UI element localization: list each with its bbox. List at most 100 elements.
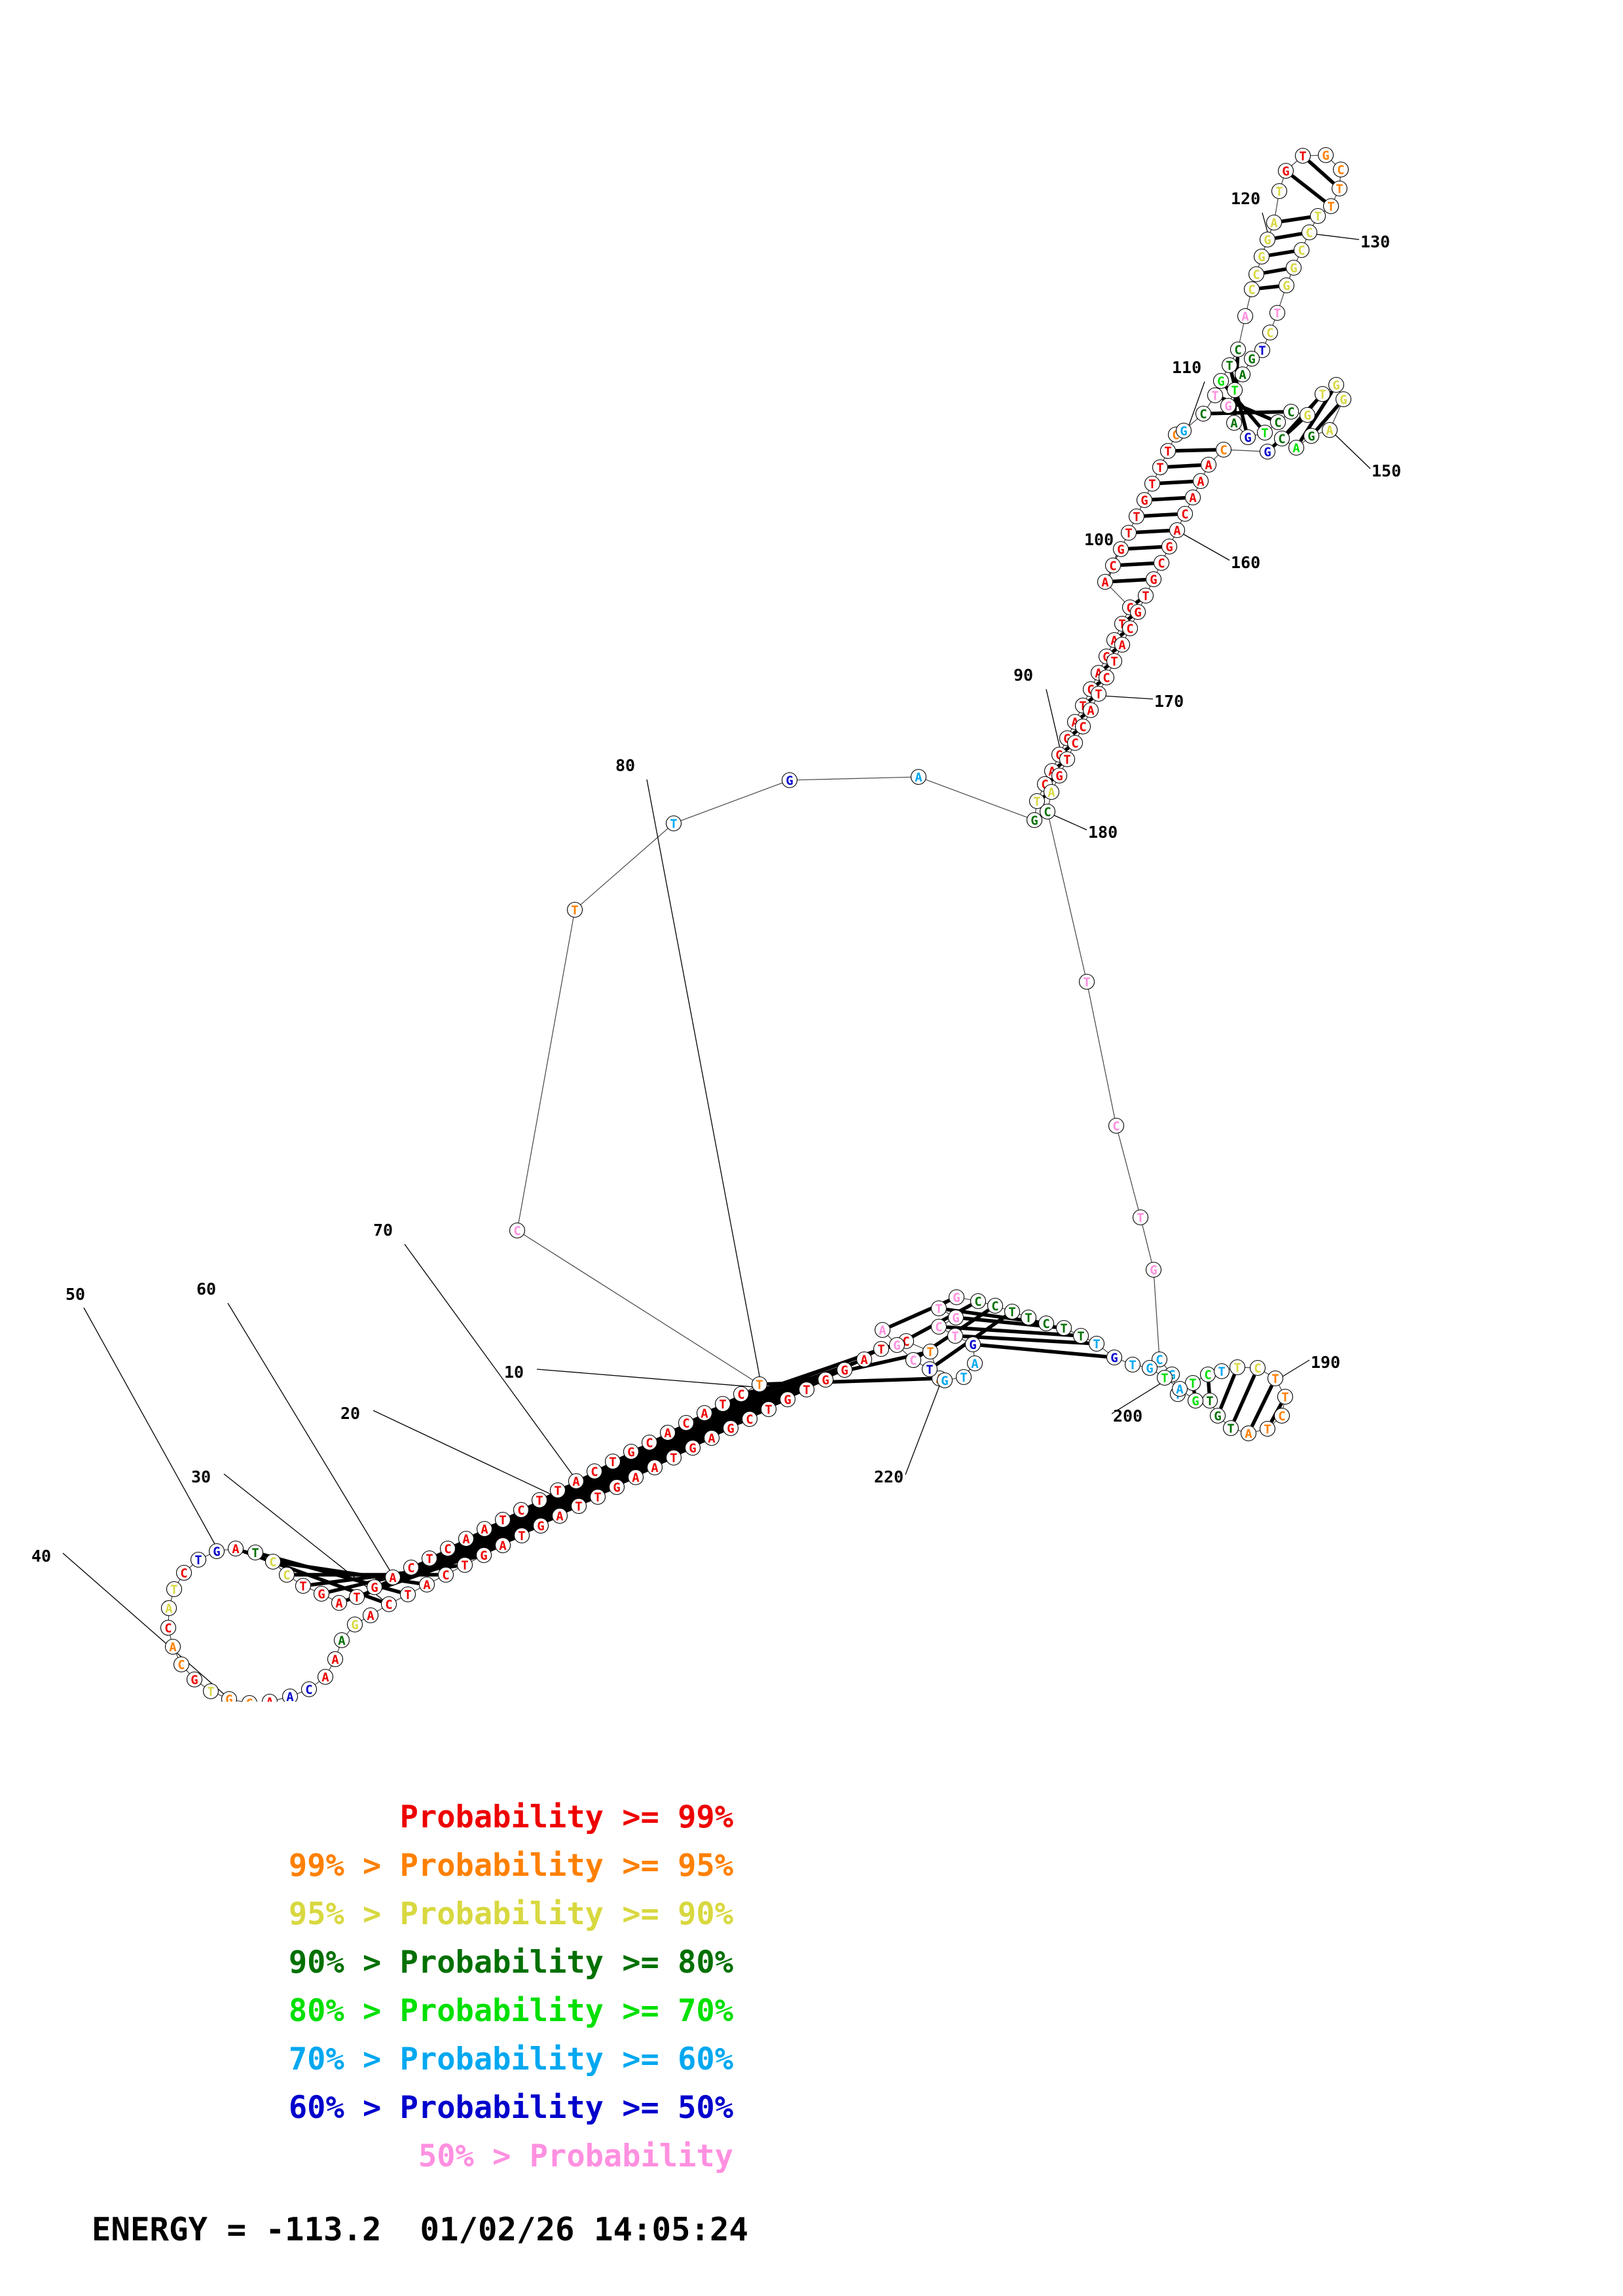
nucleotide[interactable]: T — [1152, 459, 1169, 476]
nucleotide[interactable]: T — [760, 1401, 777, 1418]
nucleotide[interactable]: C — [160, 1619, 177, 1636]
nucleotide[interactable]: T — [1059, 751, 1076, 768]
nucleotide[interactable]: G — [366, 1579, 383, 1596]
nucleotide[interactable]: A — [696, 1405, 713, 1422]
nucleotide[interactable]: C — [1038, 1315, 1055, 1332]
nucleotide[interactable]: T — [295, 1577, 312, 1594]
nucleotide[interactable]: A — [627, 1469, 644, 1486]
nucleotide[interactable]: T — [1259, 1420, 1276, 1437]
nucleotide[interactable]: A — [494, 1537, 511, 1554]
nucleotide[interactable]: G — [1285, 259, 1302, 276]
nucleotide[interactable]: C — [1293, 242, 1310, 259]
nucleotide[interactable]: C — [242, 1695, 257, 1702]
nucleotide[interactable]: G — [186, 1671, 203, 1688]
nucleotide[interactable]: G — [1220, 397, 1237, 414]
nucleotide[interactable]: T — [798, 1381, 815, 1398]
nucleotide[interactable]: A — [160, 1600, 177, 1617]
nucleotide[interactable]: C — [733, 1386, 750, 1403]
nucleotide[interactable]: T — [1277, 1388, 1294, 1405]
nucleotide[interactable]: A — [1171, 1380, 1188, 1397]
nucleotide[interactable]: A — [362, 1607, 379, 1624]
nucleotide[interactable]: G — [817, 1371, 834, 1388]
nucleotide[interactable]: A — [1192, 473, 1209, 490]
nucleotide[interactable]: G — [936, 1372, 953, 1389]
nucleotide[interactable]: A — [1114, 636, 1131, 653]
nucleotide[interactable]: G — [1259, 231, 1276, 248]
nucleotide[interactable]: C — [175, 1564, 192, 1581]
nucleotide[interactable]: G — [1277, 162, 1294, 179]
nucleotide[interactable]: A — [1234, 366, 1251, 383]
nucleotide[interactable]: C — [403, 1559, 420, 1576]
nucleotide[interactable]: T — [1055, 1319, 1072, 1336]
nucleotide[interactable]: T — [665, 1449, 682, 1466]
nucleotide[interactable]: T — [1106, 653, 1123, 670]
nucleotide[interactable]: G — [1213, 372, 1230, 389]
nucleotide[interactable]: C — [970, 1293, 987, 1310]
nucleotide[interactable]: G — [781, 772, 798, 789]
nucleotide[interactable]: T — [873, 1340, 890, 1357]
nucleotide[interactable]: T — [421, 1550, 438, 1567]
nucleotide[interactable]: G — [1259, 443, 1276, 460]
nucleotide[interactable]: T — [589, 1488, 606, 1505]
nucleotide[interactable]: A — [659, 1424, 676, 1441]
nucleotide[interactable]: T — [604, 1453, 621, 1470]
nucleotide[interactable]: T — [1267, 1370, 1284, 1387]
nucleotide[interactable]: A — [261, 1693, 278, 1702]
nucleotide[interactable]: A — [966, 1355, 983, 1372]
nucleotide[interactable]: G — [475, 1547, 492, 1564]
nucleotide[interactable]: G — [346, 1616, 363, 1633]
nucleotide[interactable]: C — [1283, 403, 1300, 420]
nucleotide[interactable]: T — [1184, 1374, 1201, 1391]
nucleotide[interactable]: A — [1288, 439, 1305, 456]
nucleotide[interactable]: T — [1004, 1303, 1021, 1320]
nucleotide[interactable]: T — [1269, 304, 1286, 321]
nucleotide[interactable]: T — [1222, 1420, 1239, 1437]
nucleotide[interactable]: A — [856, 1351, 873, 1368]
nucleotide[interactable]: A — [703, 1429, 720, 1446]
nucleotide[interactable]: T — [348, 1588, 365, 1605]
nucleotide[interactable]: C — [1074, 718, 1091, 735]
nucleotide[interactable]: G — [221, 1691, 238, 1702]
nucleotide[interactable]: A — [910, 768, 927, 785]
nucleotide[interactable]: A — [568, 1473, 585, 1490]
nucleotide[interactable]: G — [208, 1543, 225, 1560]
nucleotide[interactable]: T — [570, 1498, 587, 1515]
nucleotide[interactable]: T — [1201, 1392, 1218, 1409]
nucleotide[interactable]: T — [1213, 1363, 1230, 1380]
nucleotide[interactable]: A — [551, 1507, 568, 1524]
nucleotide[interactable]: A — [1321, 422, 1338, 439]
nucleotide[interactable]: G — [313, 1585, 330, 1602]
nucleotide[interactable]: C — [930, 1318, 947, 1335]
nucleotide[interactable]: C — [1039, 803, 1056, 820]
nucleotide[interactable]: A — [282, 1688, 299, 1702]
nucleotide[interactable]: A — [164, 1638, 181, 1655]
nucleotide[interactable]: T — [1124, 1356, 1141, 1373]
nucleotide[interactable]: T — [566, 901, 583, 918]
nucleotide[interactable]: C — [1301, 224, 1318, 241]
nucleotide[interactable]: C — [1269, 414, 1286, 431]
nucleotide[interactable]: T — [513, 1527, 530, 1544]
nucleotide[interactable]: A — [458, 1530, 475, 1547]
nucleotide[interactable]: C — [987, 1297, 1004, 1314]
nucleotide[interactable]: C — [1249, 1359, 1266, 1376]
nucleotide[interactable]: T — [1221, 357, 1238, 374]
nucleotide[interactable]: T — [1226, 382, 1243, 399]
nucleotide[interactable]: C — [586, 1463, 603, 1480]
nucleotide[interactable]: C — [1273, 430, 1290, 447]
nucleotide[interactable]: G — [1187, 1392, 1204, 1409]
nucleotide[interactable]: G — [1136, 492, 1153, 509]
nucleotide[interactable]: A — [317, 1668, 334, 1685]
nucleotide[interactable]: T — [456, 1556, 473, 1573]
nucleotide[interactable]: C — [678, 1414, 695, 1431]
nucleotide[interactable]: T — [1132, 1209, 1149, 1226]
nucleotide[interactable]: C — [437, 1566, 454, 1583]
nucleotide[interactable]: T — [955, 1369, 972, 1386]
nucleotide[interactable]: T — [930, 1300, 947, 1317]
nucleotide[interactable]: G — [836, 1361, 853, 1378]
nucleotide[interactable]: C — [1215, 441, 1232, 458]
nucleotide[interactable]: C — [1098, 669, 1115, 686]
nucleotide[interactable]: T — [751, 1376, 768, 1393]
nucleotide[interactable]: C — [1243, 281, 1260, 298]
nucleotide[interactable]: A — [1169, 522, 1186, 539]
nucleotide[interactable]: T — [1271, 183, 1288, 200]
